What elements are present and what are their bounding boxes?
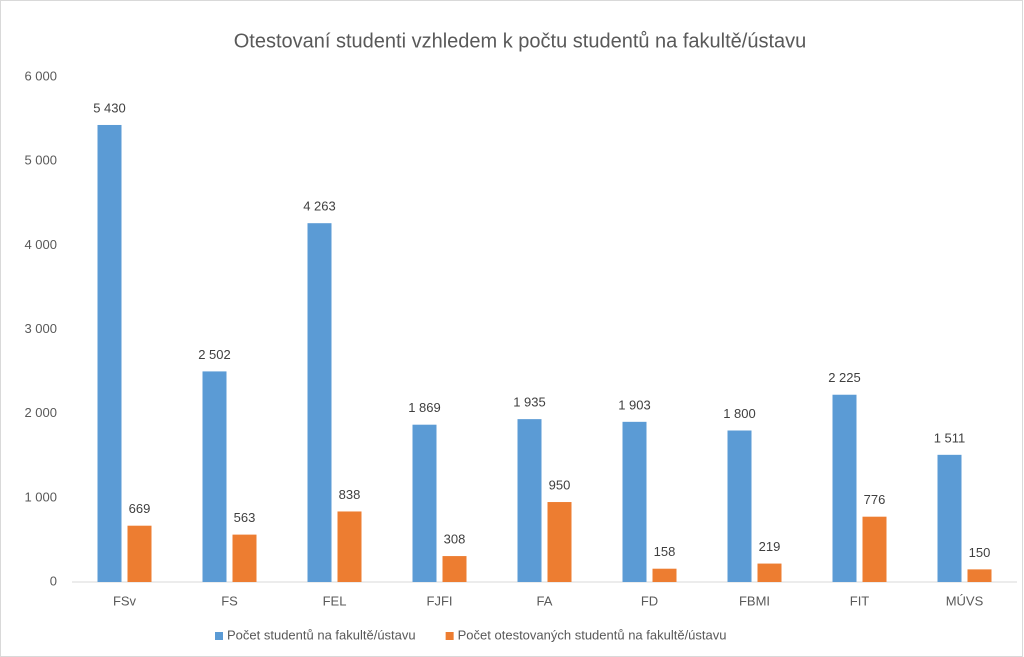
x-tick-label: MÚVS	[946, 593, 984, 608]
data-label: 1 511	[934, 430, 966, 445]
bar	[442, 556, 467, 582]
data-label: 669	[129, 501, 151, 516]
data-label: 5 430	[93, 100, 126, 115]
data-label: 158	[654, 544, 676, 559]
bar	[622, 421, 647, 582]
y-tick-label: 0	[50, 573, 57, 588]
bar	[307, 223, 332, 582]
x-tick-label: FIT	[850, 593, 870, 608]
bar	[337, 511, 362, 582]
bar	[862, 516, 887, 582]
data-label: 1 869	[408, 400, 441, 415]
bar	[652, 568, 677, 582]
data-label: 950	[549, 477, 571, 492]
data-label: 1 800	[723, 406, 756, 421]
y-tick-label: 4 000	[24, 237, 57, 252]
data-label: 1 935	[513, 395, 546, 410]
data-label: 838	[339, 487, 361, 502]
bar	[967, 569, 992, 582]
data-label: 308	[444, 532, 466, 547]
bar	[832, 394, 857, 582]
x-tick-label: FA	[537, 593, 553, 608]
legend-label: Počet otestovaných studentů na fakultě/ú…	[458, 627, 727, 642]
data-label: 219	[759, 539, 781, 554]
bar	[727, 430, 752, 582]
y-tick-label: 1 000	[24, 489, 57, 504]
data-label: 563	[234, 510, 256, 525]
legend-swatch	[445, 632, 454, 640]
bar	[757, 563, 782, 582]
x-tick-label: FD	[641, 593, 658, 608]
y-tick-label: 5 000	[24, 153, 57, 168]
data-label: 2 502	[198, 347, 231, 362]
bar	[937, 454, 962, 582]
bar	[202, 371, 227, 582]
bar	[232, 534, 257, 582]
data-label: 2 225	[828, 370, 861, 385]
bar	[127, 525, 152, 582]
legend-swatch	[215, 632, 223, 640]
x-tick-label: FEL	[323, 593, 347, 608]
data-label: 776	[864, 492, 886, 507]
bar	[412, 424, 437, 582]
y-tick-label: 2 000	[24, 405, 57, 420]
data-label: 4 263	[303, 199, 336, 214]
legend-label: Počet studentů na fakultě/ústavu	[227, 627, 416, 642]
x-tick-label: FSv	[113, 593, 137, 608]
chart-title: Otestovaní studenti vzhledem k počtu stu…	[234, 30, 807, 52]
x-tick-label: FS	[221, 593, 238, 608]
data-label: 150	[969, 545, 991, 560]
y-tick-label: 3 000	[24, 321, 57, 336]
bar	[517, 419, 542, 582]
y-tick-label: 6 000	[24, 68, 57, 83]
bar	[547, 502, 572, 582]
x-tick-label: FBMI	[739, 593, 770, 608]
data-label: 1 903	[618, 397, 651, 412]
bar	[97, 124, 122, 582]
x-tick-label: FJFI	[427, 593, 453, 608]
